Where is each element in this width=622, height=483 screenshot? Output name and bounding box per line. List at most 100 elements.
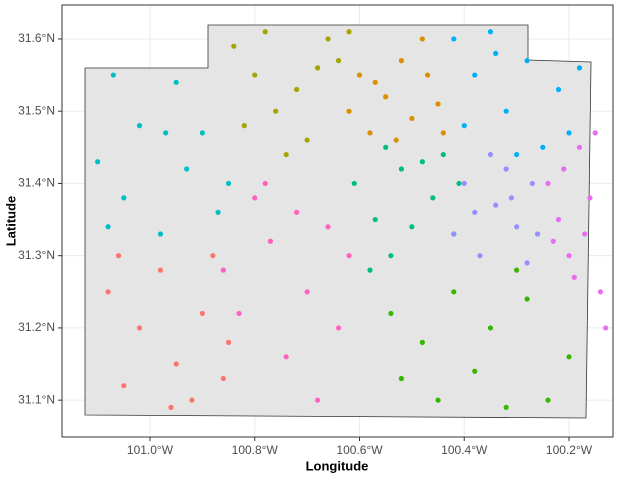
point xyxy=(121,383,127,389)
x-axis-title: Longitude xyxy=(306,458,369,473)
point xyxy=(335,58,342,64)
point xyxy=(409,115,415,122)
y-tick-label: 31.2°N xyxy=(18,320,55,334)
y-tick-label: 31.3°N xyxy=(18,248,55,262)
point xyxy=(168,404,174,410)
point xyxy=(566,130,572,136)
point xyxy=(514,267,520,273)
point xyxy=(582,231,588,237)
point xyxy=(503,166,509,172)
point xyxy=(529,180,535,187)
point xyxy=(294,86,300,93)
point xyxy=(592,130,598,136)
point xyxy=(435,101,441,107)
point xyxy=(367,130,373,136)
point xyxy=(252,195,258,201)
point xyxy=(493,50,499,57)
point xyxy=(534,231,541,237)
point xyxy=(304,137,310,143)
point xyxy=(409,224,415,230)
point xyxy=(367,267,373,273)
point xyxy=(163,130,169,136)
x-tick-label: 100.6°W xyxy=(336,443,383,457)
point xyxy=(524,260,530,266)
point xyxy=(346,108,352,114)
point xyxy=(335,325,342,331)
y-tick-label: 31.1°N xyxy=(18,392,55,406)
point xyxy=(388,253,394,259)
point xyxy=(346,253,352,259)
x-tick-label: 101.0°W xyxy=(127,443,174,457)
point xyxy=(461,123,467,129)
point xyxy=(262,180,268,187)
point xyxy=(440,130,446,136)
point xyxy=(388,310,394,317)
point xyxy=(545,397,551,403)
point xyxy=(283,151,289,158)
point xyxy=(503,404,509,410)
point xyxy=(121,195,127,201)
point xyxy=(184,166,190,172)
point xyxy=(105,289,111,295)
point xyxy=(398,166,404,172)
point xyxy=(105,224,111,230)
point xyxy=(220,375,226,382)
point xyxy=(571,274,577,280)
point xyxy=(487,29,494,35)
point xyxy=(95,159,101,165)
point xyxy=(115,253,122,259)
point xyxy=(561,166,567,172)
point xyxy=(157,267,164,273)
panel-border xyxy=(61,4,614,438)
point xyxy=(456,180,462,187)
point xyxy=(199,310,205,317)
point xyxy=(283,354,289,360)
x-tick-label: 100.8°W xyxy=(232,443,279,457)
point xyxy=(215,209,221,215)
point xyxy=(136,123,143,129)
point xyxy=(566,253,572,259)
point xyxy=(210,253,216,259)
point xyxy=(440,151,446,158)
point xyxy=(225,180,232,187)
point xyxy=(514,224,520,230)
point xyxy=(451,289,457,295)
y-tick-label: 31.5°N xyxy=(18,103,55,117)
point xyxy=(383,94,389,100)
point xyxy=(597,289,604,295)
point xyxy=(252,72,258,78)
point xyxy=(451,36,457,42)
point xyxy=(540,144,546,150)
point xyxy=(220,267,226,273)
point xyxy=(398,375,404,382)
point xyxy=(136,325,143,331)
point xyxy=(435,397,441,403)
point xyxy=(508,195,514,201)
point xyxy=(555,86,562,93)
point xyxy=(173,79,179,85)
point xyxy=(566,354,572,360)
point xyxy=(587,195,593,201)
point xyxy=(157,231,164,237)
point xyxy=(398,58,404,64)
point xyxy=(110,72,116,78)
point xyxy=(503,108,509,114)
point xyxy=(430,195,436,201)
y-tick-label: 31.6°N xyxy=(18,31,55,45)
point xyxy=(262,29,268,35)
point xyxy=(314,397,321,403)
point xyxy=(173,361,179,367)
x-tick-label: 100.2°W xyxy=(546,443,593,457)
point xyxy=(472,209,478,215)
point xyxy=(487,151,494,158)
point xyxy=(393,137,399,143)
point xyxy=(383,144,389,150)
point xyxy=(189,397,195,403)
point xyxy=(419,159,425,165)
county-boundary xyxy=(84,24,592,419)
point xyxy=(325,36,331,42)
y-axis-title: Latitude xyxy=(3,196,18,247)
point xyxy=(603,325,609,331)
point xyxy=(424,72,431,78)
